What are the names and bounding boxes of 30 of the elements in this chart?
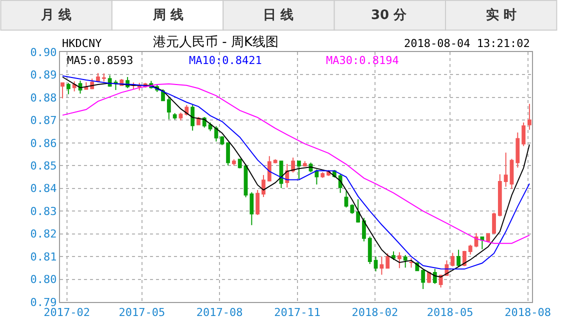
y-tick-label: 0.88: [30, 91, 57, 104]
series-label: MA5:0.8593: [67, 54, 134, 67]
text: MA10:0.8421: [189, 54, 262, 67]
y-tick-label: 0.81: [30, 250, 57, 264]
x-tick-label: 2017-11: [274, 306, 320, 320]
y-tick-label: 0.86: [30, 136, 57, 150]
chart-title: 港元人民币 - 周K线图: [153, 35, 278, 50]
text: 2018-08-04 13:21:02: [404, 37, 530, 50]
y-tick-label: 0.89: [30, 68, 57, 82]
x-tick-label: 2017-02: [44, 306, 90, 320]
text: 日 线: [263, 8, 294, 23]
text: HKDCNY: [62, 37, 102, 50]
y-tick-label: 0.80: [30, 273, 57, 286]
text: 月 线: [40, 8, 72, 23]
text: MA30:0.8194: [326, 54, 400, 67]
x-tick-label: 2018-02: [352, 306, 398, 320]
y-tick-label: 0.87: [30, 114, 57, 128]
x-tick-label: 2018-05: [426, 306, 474, 320]
x-tick-label: 2017-08: [196, 306, 243, 320]
y-tick-label: 0.85: [30, 159, 57, 172]
text: 30 分: [371, 8, 408, 23]
y-tick-label: 0.90: [30, 46, 57, 59]
text: 实 时: [486, 7, 517, 23]
x-tick-label: 2017-05: [118, 306, 166, 320]
y-tick-label: 0.82: [30, 228, 57, 241]
text: 周 线: [152, 8, 184, 23]
y-tick-label: 0.83: [30, 204, 57, 218]
x-tick-label: 2018-08: [504, 306, 551, 320]
y-tick-label: 0.79: [30, 296, 57, 309]
y-tick-label: 0.84: [30, 182, 58, 196]
